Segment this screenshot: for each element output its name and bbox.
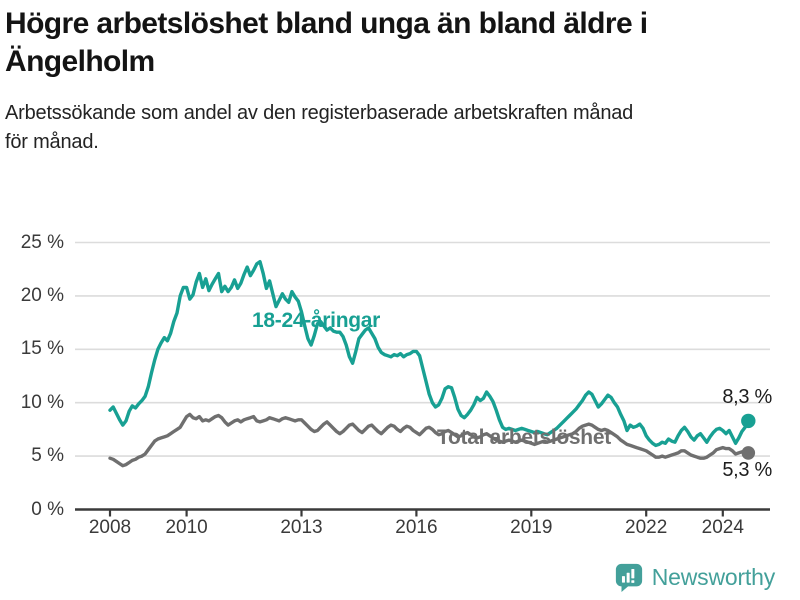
series-line-1 — [108, 412, 750, 468]
newsworthy-logo-text: Newsworthy — [651, 563, 775, 590]
x-tick-label-2022: 2022 — [625, 517, 668, 538]
x-tick-label-2008: 2008 — [88, 517, 132, 538]
series-end-dot-1 — [741, 446, 756, 460]
series-end-dot-0 — [741, 413, 756, 429]
x-tick-label-2019: 2019 — [510, 517, 553, 538]
series-lines — [108, 260, 750, 468]
y-tick-label-20: 20 % — [20, 284, 64, 306]
page-title-line-1: Högre arbetslöshet bland unga än bland ä… — [5, 7, 648, 40]
page-title-line-2: Ängelholm — [5, 45, 155, 78]
end-value-label-total: 5,3 % — [722, 459, 772, 481]
x-tick-label-2024: 2024 — [701, 517, 744, 538]
y-tick-label-25: 25 % — [20, 231, 64, 253]
y-tick-label-5: 5 % — [31, 445, 64, 467]
x-tick-label-2013: 2013 — [280, 517, 323, 538]
end-value-label-young: 8,3 % — [722, 386, 772, 408]
y-tick-label-0: 0 % — [31, 498, 64, 520]
page-subtitle-line-1: Arbetssökande som andel av den registerb… — [5, 102, 634, 124]
y-tick-label-10: 10 % — [20, 391, 64, 413]
y-tick-label-15: 15 % — [20, 338, 64, 360]
page-subtitle-line-2: för månad. — [5, 131, 99, 153]
series-label-total: Total arbetslöshet — [437, 426, 611, 449]
page-header: Högre arbetslöshet bland unga än bland ä… — [5, 5, 795, 157]
series-line-0 — [108, 260, 750, 448]
newsworthy-logo: Newsworthy — [614, 562, 775, 592]
page-subtitle: Arbetssökande som andel av den registerb… — [5, 99, 795, 157]
newsworthy-bubble-chart-icon — [615, 563, 642, 592]
series-end-dots — [741, 413, 756, 460]
x-tick-label-2010: 2010 — [165, 517, 208, 538]
x-tick-label-2016: 2016 — [395, 517, 438, 538]
gridlines — [75, 241, 770, 457]
x-axis — [75, 508, 770, 517]
series-label-young: 18-24-åringar — [252, 309, 380, 332]
